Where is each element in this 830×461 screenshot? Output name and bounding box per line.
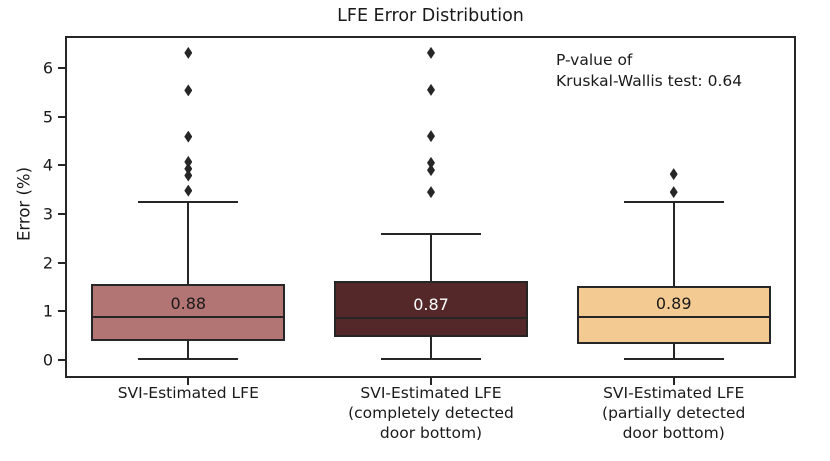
outlier-diamond <box>184 169 193 182</box>
outlier-diamond <box>184 184 193 197</box>
whisker-cap-top <box>138 200 239 203</box>
chart-title: LFE Error Distribution <box>337 6 524 26</box>
whisker-cap-bottom <box>138 358 239 361</box>
pvalue-annotation-line1: P-value of <box>556 51 633 69</box>
y-tick-label: 6 <box>42 58 53 78</box>
x-tick-label-line: SVI-Estimated LFE <box>603 384 745 402</box>
y-tick-label: 4 <box>42 155 53 175</box>
outlier-diamond <box>184 162 193 175</box>
outlier-diamond <box>427 130 435 143</box>
median-value-label: 0.89 <box>655 293 692 313</box>
y-tick-label: 1 <box>42 301 53 321</box>
x-tick-mark <box>672 378 675 385</box>
whisker-cap-bottom <box>623 358 724 361</box>
outlier-diamond <box>427 83 435 96</box>
outlier-diamond <box>427 46 435 59</box>
y-tick-mark <box>58 66 65 69</box>
outlier-diamond <box>669 168 678 181</box>
whisker-line <box>187 201 190 360</box>
y-tick-mark <box>58 164 65 167</box>
y-tick-mark <box>58 359 65 361</box>
x-tick-label-line: door bottom) <box>379 424 483 442</box>
box <box>91 284 286 342</box>
outlier-diamond <box>184 130 193 143</box>
median-value-label: 0.88 <box>170 294 207 314</box>
x-tick-mark <box>430 378 432 385</box>
x-tick-label-line: (partially detected <box>602 404 746 422</box>
y-tick-label: 5 <box>42 107 53 127</box>
median-line <box>91 316 286 319</box>
whisker-cap-bottom <box>381 358 481 361</box>
x-tick-label-line: SVI-Estimated LFE <box>117 384 259 402</box>
outlier-diamond <box>427 186 435 199</box>
median-line <box>334 316 528 319</box>
median-value-label: 0.87 <box>413 294 449 314</box>
y-tick-label: 2 <box>42 253 53 273</box>
x-tick-mark <box>187 378 190 385</box>
whisker-cap-top <box>623 200 724 203</box>
outlier-diamond <box>184 155 193 168</box>
x-tick-label-line: (completely detected <box>348 404 514 422</box>
pvalue-annotation: P-value of Kruskal-Wallis test: 0.64 <box>556 50 742 91</box>
x-tick-label: SVI-Estimated LFE (partially detected door… <box>554 383 794 443</box>
outlier-diamond <box>184 46 193 59</box>
x-tick-label-line: door bottom) <box>622 424 725 442</box>
outlier-diamond <box>184 84 193 97</box>
pvalue-annotation-line2: Kruskal-Wallis test: 0.64 <box>556 71 743 90</box>
box <box>334 281 528 338</box>
x-tick-label: SVI-Estimated LFE <box>68 383 308 403</box>
x-tick-label: SVI-Estimated LFE (completely detected doo… <box>311 383 551 443</box>
outlier-diamond <box>669 186 678 199</box>
y-tick-label: 0 <box>42 350 53 370</box>
whisker-line <box>672 201 675 360</box>
y-tick-mark <box>58 212 65 215</box>
y-tick-mark <box>58 310 65 313</box>
outlier-diamond <box>427 156 435 169</box>
y-tick-label: 3 <box>42 204 53 224</box>
median-line <box>576 315 771 318</box>
x-tick-label-line: SVI-Estimated LFE <box>360 384 502 402</box>
whisker-cap-top <box>381 233 481 236</box>
y-tick-mark <box>58 115 65 118</box>
plot-area: 0.88 0.87 0.89 <box>65 36 796 378</box>
outlier-diamond <box>427 164 435 177</box>
box <box>576 286 771 344</box>
y-tick-mark <box>58 261 65 264</box>
